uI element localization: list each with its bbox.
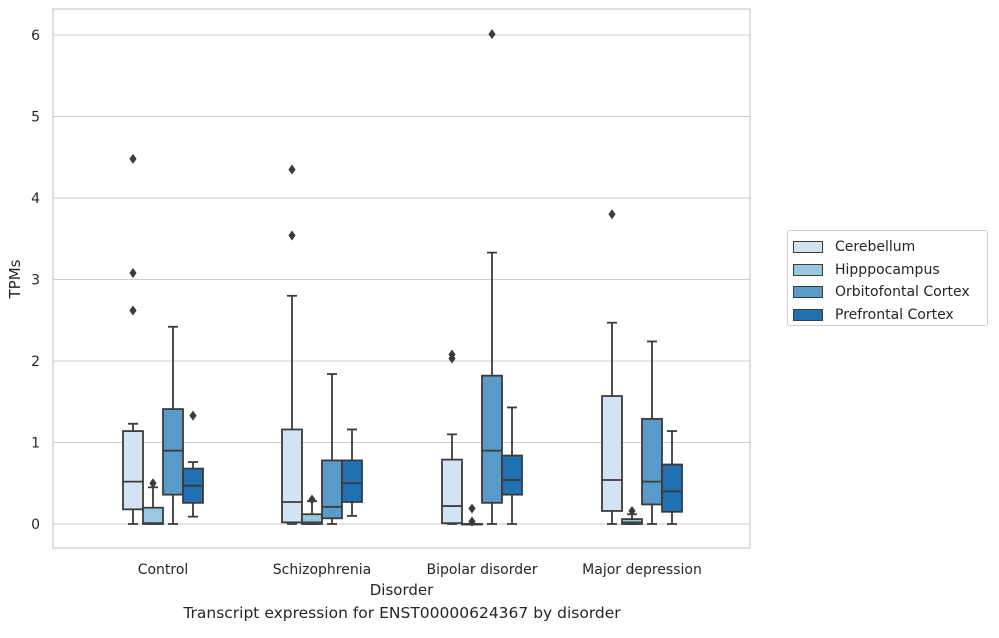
box-0-3 [601,209,623,525]
box-iqr [641,417,663,506]
outlier-point [288,230,296,241]
box-0-2 [441,349,463,525]
legend-label: Orbitofontal Cortex [835,284,970,301]
outlier-point [488,29,496,40]
legend-swatch [793,263,823,276]
x-tick-label: Bipolar disorder [426,562,537,578]
box-1-3 [621,505,643,525]
legend-swatch [793,286,823,299]
outlier-point [468,516,476,527]
y-tick-label: 6 [31,28,40,44]
box-3-1 [341,428,363,517]
y-tick-label: 4 [31,191,40,207]
outlier-point [448,353,456,364]
box-1-0 [142,478,164,525]
x-tick-labels: Control Schizophrenia Bipolar disorder Majo… [138,562,702,578]
box-iqr [341,459,363,503]
x-axis-label: Disorder [370,581,434,599]
legend-swatch [793,308,823,321]
box-iqr [501,454,523,496]
legend-item-hippocampus: Hipppocampus [793,259,987,282]
y-tick-label: 1 [31,436,40,452]
x-tick-label: Major depression [582,562,702,578]
y-tick-label: 3 [31,273,40,289]
box-iqr [601,395,623,512]
y-tick-label: 0 [31,517,40,533]
box-2-1 [321,373,343,525]
box-1-1 [301,494,323,525]
box-iqr [122,430,144,511]
outlier-point [129,305,137,316]
box-2-0 [162,325,184,525]
legend: Cerebellum Hipppocampus Orbitofontal Cor… [787,230,988,326]
box-iqr [281,428,303,524]
box-3-2 [501,406,523,525]
legend-label: Cerebellum [835,239,916,256]
box-3-0 [182,410,204,518]
box-1-2 [461,503,483,527]
legend-label: Hipppocampus [835,261,940,278]
y-tick-label: 2 [31,354,40,370]
boxplot-marks [122,29,683,527]
legend-swatch [793,241,823,254]
box-0-1 [281,164,303,525]
box-iqr [162,408,184,496]
box-3-3 [661,430,683,525]
y-tick-labels: 0 1 2 3 4 5 6 [31,28,40,533]
box-iqr [661,463,683,513]
y-tick-label: 5 [31,110,40,126]
box-0-0 [122,153,144,525]
outlier-point [308,494,316,505]
legend-item-orbitofrontal: Orbitofontal Cortex [793,281,987,304]
outlier-point [189,410,197,421]
legend-item-prefrontal: Prefrontal Cortex [793,304,987,327]
x-tick-label: Schizophrenia [273,562,371,578]
outlier-point [608,209,616,220]
outlier-point [129,153,137,164]
outlier-point [288,164,296,175]
outlier-point [129,267,137,278]
chart-caption: Transcript expression for ENST0000062436… [183,604,621,622]
legend-label: Prefrontal Cortex [835,306,954,323]
legend-item-cerebellum: Cerebellum [793,236,987,259]
box-iqr [441,458,463,525]
box-iqr [142,506,164,525]
box-2-3 [641,340,663,525]
box-iqr [481,374,503,504]
outlier-point [468,503,476,514]
box-2-2 [481,29,503,525]
outlier-point [628,505,636,516]
x-tick-label: Control [138,562,189,578]
outlier-point [149,478,157,489]
y-axis-label: TPMs [6,259,24,299]
box-iqr [321,459,343,520]
plot-frame [52,8,751,549]
